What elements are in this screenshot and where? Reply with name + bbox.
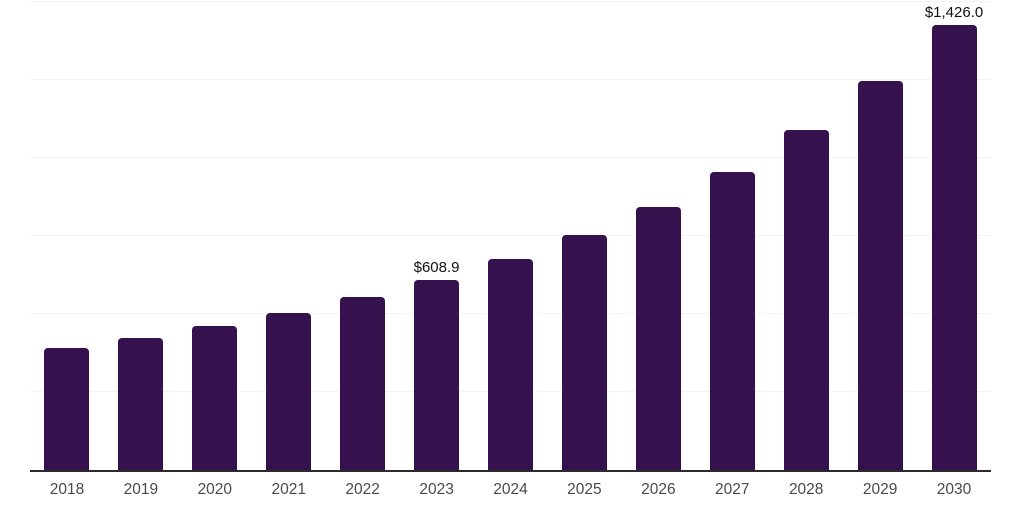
x-axis: 2018 2019 2020 2021 2022 2023 2024 2025 2026 2027… bbox=[30, 481, 991, 500]
bar-column-2026 bbox=[621, 2, 695, 470]
bar-2025 bbox=[561, 234, 607, 470]
x-axis-label-2029: 2029 bbox=[862, 481, 898, 498]
gridline bbox=[30, 1, 991, 2]
x-axis-label-2026: 2026 bbox=[641, 481, 676, 498]
bar-column-2030: $1,426.0 bbox=[917, 2, 991, 470]
bar-2020 bbox=[192, 325, 238, 470]
bar-2018 bbox=[44, 348, 90, 470]
bar-column-2027 bbox=[695, 2, 769, 470]
x-axis-label-2020: 2020 bbox=[197, 481, 233, 498]
bar-column-2029 bbox=[843, 2, 917, 470]
x-axis-label-2022: 2022 bbox=[345, 481, 380, 498]
bar-column-2025 bbox=[547, 2, 621, 470]
bars-row: $608.9 $1,426.0 bbox=[30, 2, 991, 470]
bar-column-2021 bbox=[252, 2, 326, 470]
bar-value-label-2030: $1,426.0 bbox=[924, 4, 984, 22]
gridline bbox=[30, 157, 991, 159]
bar-2019 bbox=[118, 338, 164, 470]
bar-column-2022 bbox=[326, 2, 400, 470]
x-axis-label-2025: 2025 bbox=[567, 481, 602, 498]
bar-column-2024 bbox=[474, 2, 548, 470]
bar-column-2020 bbox=[178, 2, 252, 470]
bar-column-2023: $608.9 bbox=[400, 2, 474, 470]
bar-2026 bbox=[635, 206, 681, 470]
bar-2024 bbox=[487, 259, 533, 470]
bar-value-label-2023: $608.9 bbox=[413, 259, 460, 277]
x-axis-label-2027: 2027 bbox=[715, 481, 750, 498]
x-axis-label-2023: 2023 bbox=[419, 481, 454, 498]
x-axis-label-2018: 2018 bbox=[49, 481, 85, 498]
bar-column-2018 bbox=[30, 2, 104, 470]
x-axis-label-2024: 2024 bbox=[493, 481, 528, 498]
bar-2028 bbox=[783, 130, 829, 470]
x-axis-label-2021: 2021 bbox=[271, 481, 306, 498]
x-axis-label-2019: 2019 bbox=[123, 481, 159, 498]
plot-area: $608.9 $1,426.0 bbox=[30, 1, 991, 472]
gridline bbox=[30, 235, 991, 236]
bar-2029 bbox=[857, 80, 903, 470]
bar-column-2019 bbox=[104, 2, 178, 470]
bar-2023: $608.9 bbox=[414, 260, 460, 470]
x-axis-label-2030: 2030 bbox=[936, 481, 972, 498]
bar-2030: $1,426.0 bbox=[925, 5, 983, 470]
gridline bbox=[30, 79, 991, 80]
bar-column-2028 bbox=[769, 2, 843, 470]
x-axis-label-2028: 2028 bbox=[788, 481, 824, 498]
bar-2021 bbox=[266, 313, 312, 470]
bar-2022 bbox=[340, 296, 386, 470]
bar-2027 bbox=[709, 172, 755, 470]
